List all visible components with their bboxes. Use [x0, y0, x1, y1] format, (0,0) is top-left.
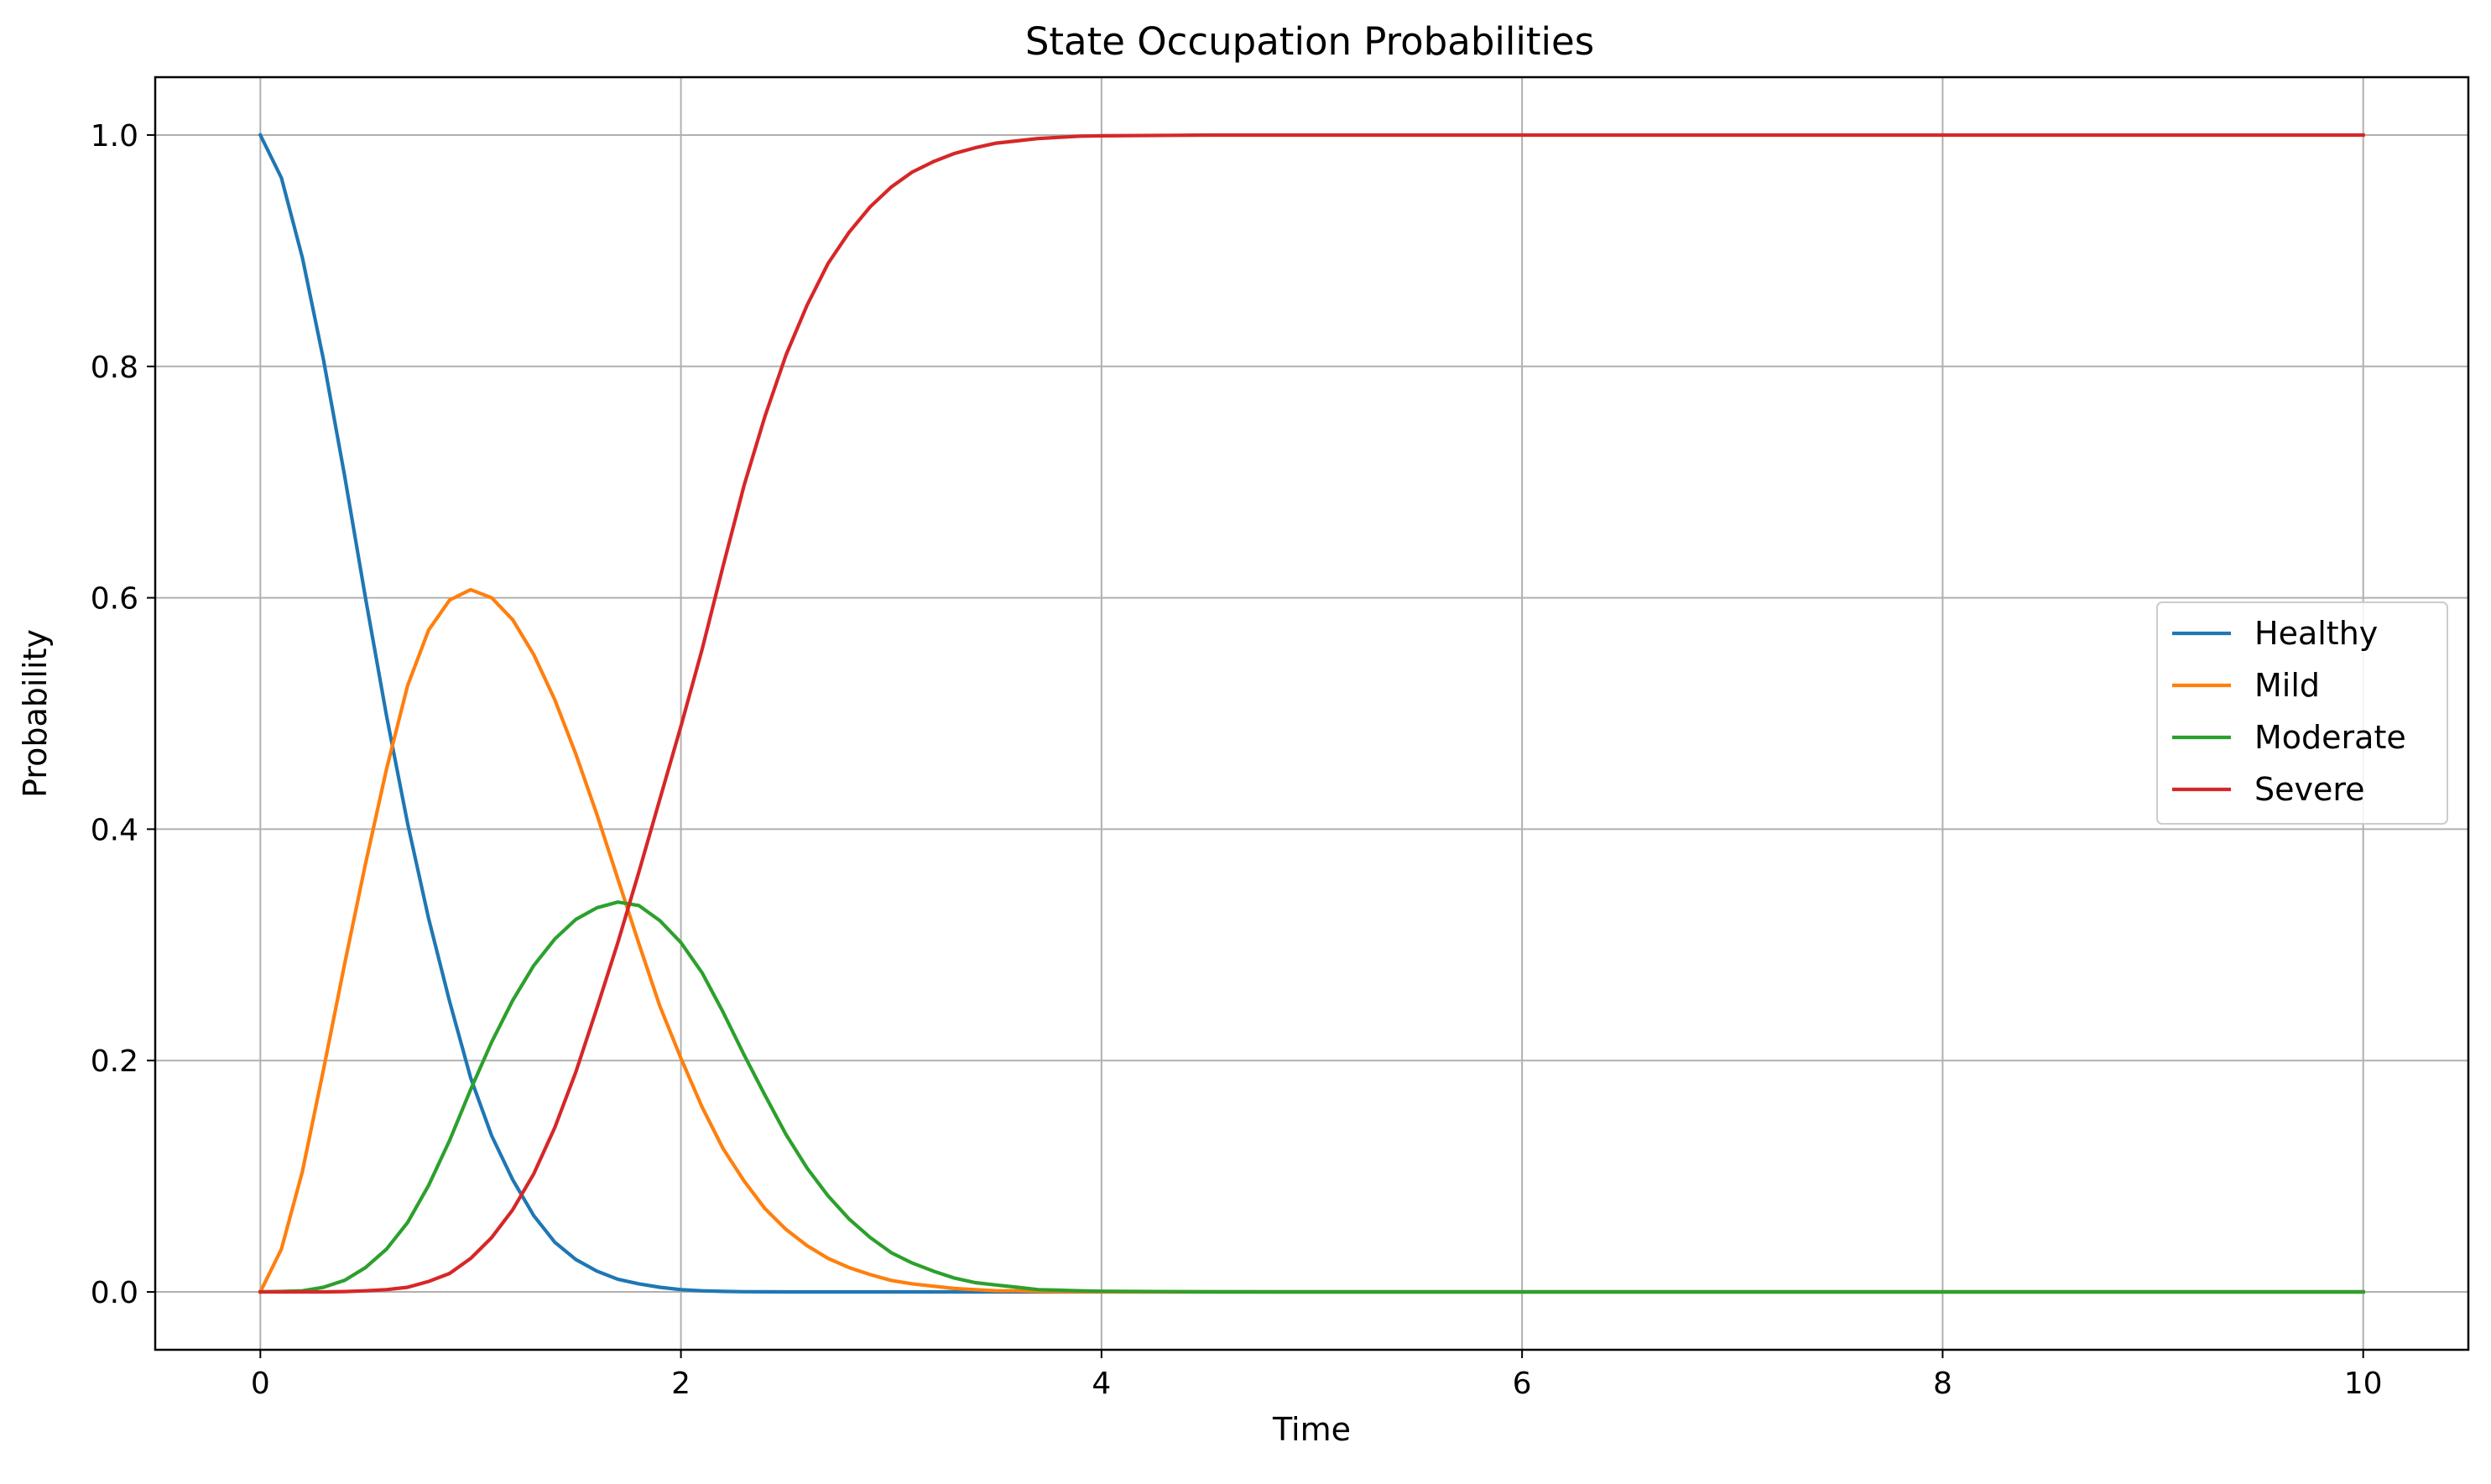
x-tick-label: 10 — [2344, 1367, 2383, 1401]
legend-label: Mild — [2254, 667, 2320, 704]
legend-label: Healthy — [2254, 615, 2378, 652]
legend-label: Moderate — [2254, 719, 2406, 756]
series-line-severe — [258, 133, 2365, 1294]
x-tick-label: 8 — [1933, 1367, 1952, 1401]
legend-label: Severe — [2254, 771, 2365, 808]
y-axis-label: Probability — [17, 629, 54, 798]
x-tick-label: 2 — [671, 1367, 690, 1401]
x-tick-label: 0 — [251, 1367, 270, 1401]
series-line-moderate — [258, 900, 2365, 1294]
y-tick-label: 1.0 — [91, 119, 138, 154]
axis-ticks: 0 2 4 6 8 10 0.0 0.2 0.4 0.6 0.8 1.0 — [91, 119, 2383, 1401]
y-tick-label: 0.0 — [91, 1276, 138, 1310]
legend-box — [2156, 601, 2448, 825]
y-tick-label: 0.4 — [91, 813, 138, 847]
series-lines — [258, 133, 2365, 1294]
x-tick-label: 4 — [1092, 1367, 1111, 1401]
x-axis-label: Time — [1272, 1411, 1351, 1448]
y-tick-label: 0.2 — [91, 1044, 138, 1079]
y-tick-label: 0.8 — [91, 351, 138, 385]
y-tick-label: 0.6 — [91, 582, 138, 617]
chart-title: State Occupation Probabilities — [1025, 19, 1594, 64]
legend: Healthy Mild Moderate Severe — [2156, 601, 2448, 825]
x-tick-label: 6 — [1513, 1367, 1532, 1401]
plot-frame — [154, 76, 2470, 1351]
